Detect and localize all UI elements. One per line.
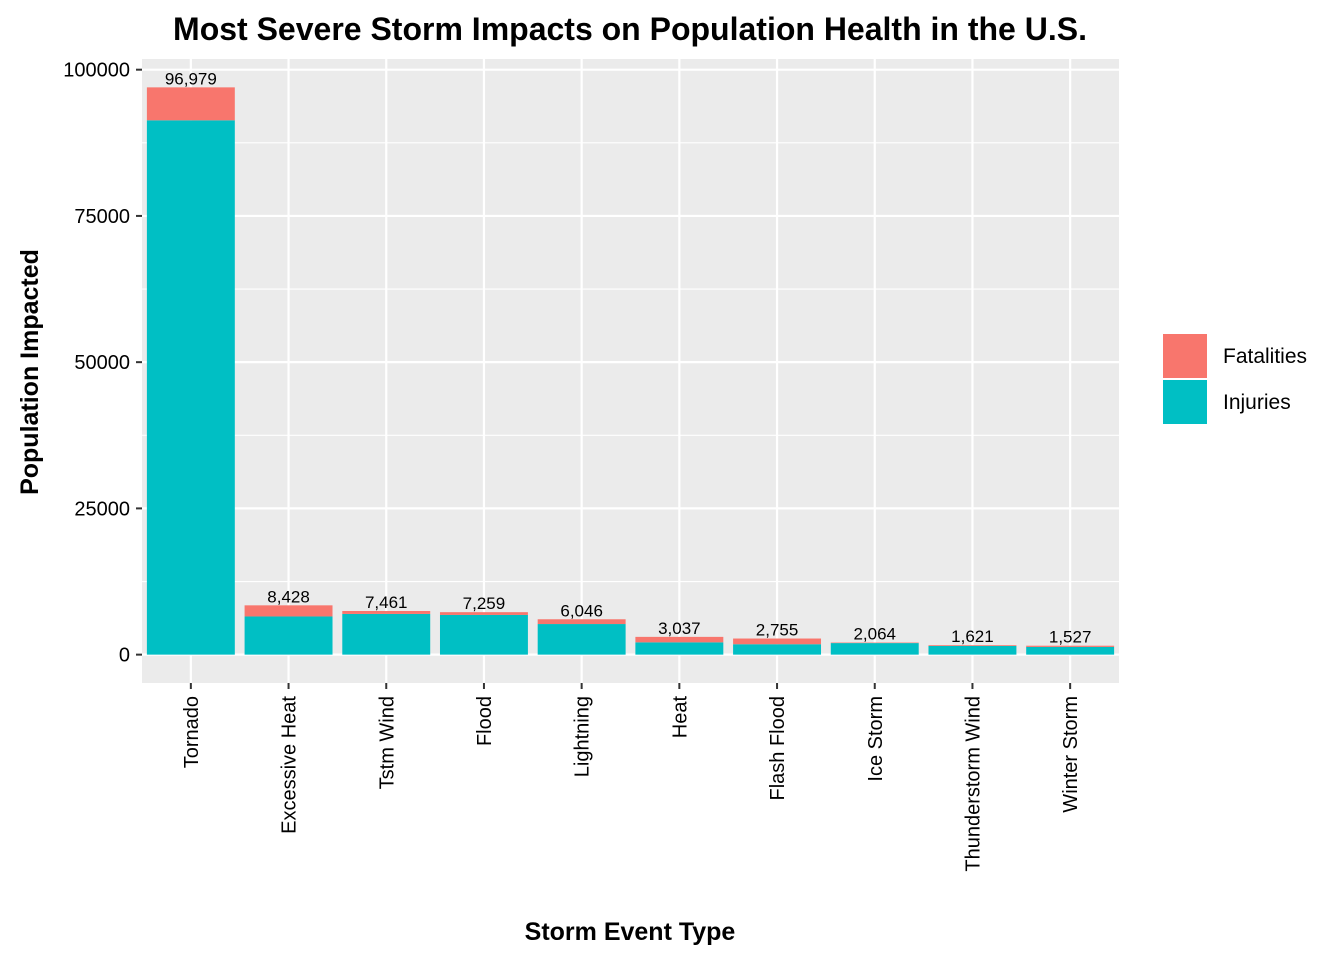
x-axis: Tornado Excessive Heat Tstm Wind Flood Light… bbox=[181, 683, 1082, 872]
legend: Fatalities Injuries bbox=[1163, 334, 1307, 424]
y-tick-label: 25000 bbox=[74, 498, 130, 520]
x-tick-label: Tstm Wind bbox=[376, 696, 398, 789]
x-tick-label: Winter Storm bbox=[1060, 696, 1082, 813]
legend-key-fatalities bbox=[1163, 334, 1207, 378]
x-tick-label: Excessive Heat bbox=[279, 696, 301, 834]
x-tick-label: Thunderstorm Wind bbox=[962, 696, 984, 872]
bar-injuries bbox=[830, 643, 919, 655]
y-tick-label: 75000 bbox=[74, 206, 130, 228]
y-tick-label: 50000 bbox=[74, 352, 130, 374]
legend-label-fatalities: Fatalities bbox=[1223, 345, 1307, 368]
y-axis: 0 25000 50000 75000 100000 bbox=[63, 60, 142, 667]
total-data-label: 2,064 bbox=[853, 625, 896, 644]
bars bbox=[146, 87, 1115, 655]
bar-injuries bbox=[733, 644, 822, 655]
bar-fatalities bbox=[830, 642, 919, 644]
bar-injuries bbox=[537, 624, 626, 655]
total-data-label: 7,259 bbox=[463, 594, 506, 613]
y-tick-label: 0 bbox=[119, 645, 130, 667]
bar-fatalities bbox=[342, 610, 431, 614]
y-tick-label: 100000 bbox=[63, 60, 130, 82]
bar-fatalities bbox=[146, 87, 235, 121]
x-tick-label: Heat bbox=[669, 696, 691, 739]
bar-injuries bbox=[928, 645, 1017, 655]
bar-fatalities bbox=[1026, 645, 1115, 647]
x-tick-label: Flash Flood bbox=[767, 696, 789, 801]
total-data-label: 7,461 bbox=[365, 593, 408, 612]
bar-fatalities bbox=[635, 636, 724, 643]
bar-injuries bbox=[635, 642, 724, 655]
total-data-label: 1,527 bbox=[1049, 628, 1092, 647]
x-axis-title: Storm Event Type bbox=[525, 918, 736, 946]
data-labels: 96,979 8,428 7,461 7,259 6,046 3,037 2,755 2,06… bbox=[165, 69, 1092, 646]
legend-label-injuries: Injuries bbox=[1223, 391, 1291, 414]
bar-fatalities bbox=[537, 619, 626, 625]
total-data-label: 8,428 bbox=[267, 587, 310, 606]
total-data-label: 1,621 bbox=[951, 627, 994, 646]
x-tick-label: Tornado bbox=[181, 696, 203, 768]
bar-injuries bbox=[1026, 646, 1115, 655]
total-data-label: 2,755 bbox=[756, 621, 799, 640]
bar-injuries bbox=[439, 614, 528, 655]
x-tick-label: Ice Storm bbox=[865, 696, 887, 782]
bar-fatalities bbox=[733, 638, 822, 645]
bar-fatalities bbox=[244, 605, 333, 617]
legend-key-injuries bbox=[1163, 380, 1207, 424]
y-axis-title: Population Impacted bbox=[16, 249, 44, 495]
bar-injuries bbox=[244, 616, 333, 655]
bar-fatalities bbox=[439, 612, 528, 615]
total-data-label: 3,037 bbox=[658, 619, 701, 638]
x-tick-label: Lightning bbox=[572, 696, 594, 777]
x-tick-label: Flood bbox=[474, 696, 496, 746]
total-data-label: 6,046 bbox=[560, 601, 603, 620]
bar-injuries bbox=[342, 613, 431, 655]
total-data-label: 96,979 bbox=[165, 69, 217, 88]
chart-title: Most Severe Storm Impacts on Population … bbox=[173, 11, 1087, 47]
bar-injuries bbox=[146, 120, 235, 655]
bar-fatalities bbox=[928, 645, 1017, 646]
plot-panel bbox=[142, 59, 1119, 683]
